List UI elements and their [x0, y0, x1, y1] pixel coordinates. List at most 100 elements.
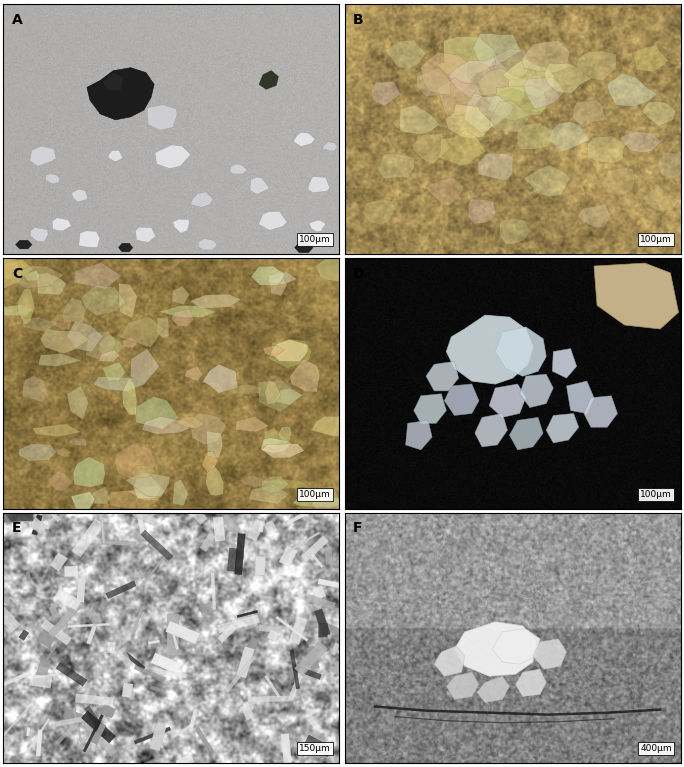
- Polygon shape: [325, 547, 333, 565]
- Polygon shape: [332, 643, 340, 653]
- Polygon shape: [54, 588, 81, 611]
- Polygon shape: [499, 219, 530, 245]
- Polygon shape: [200, 533, 215, 552]
- Polygon shape: [224, 655, 256, 693]
- Polygon shape: [657, 153, 684, 178]
- Polygon shape: [263, 428, 285, 449]
- Polygon shape: [493, 49, 529, 80]
- Polygon shape: [33, 658, 51, 686]
- Polygon shape: [412, 133, 450, 164]
- Polygon shape: [384, 40, 426, 69]
- Polygon shape: [489, 384, 526, 417]
- Polygon shape: [318, 578, 358, 591]
- Polygon shape: [261, 444, 304, 458]
- Polygon shape: [87, 611, 99, 626]
- Polygon shape: [477, 67, 531, 106]
- Polygon shape: [478, 153, 513, 180]
- Polygon shape: [520, 374, 553, 407]
- Polygon shape: [12, 265, 63, 288]
- Text: F: F: [353, 522, 363, 535]
- Polygon shape: [517, 123, 555, 150]
- Polygon shape: [156, 317, 169, 338]
- Polygon shape: [128, 486, 165, 501]
- Polygon shape: [189, 506, 207, 525]
- Polygon shape: [426, 361, 458, 391]
- Polygon shape: [38, 354, 81, 367]
- Polygon shape: [135, 227, 155, 242]
- Text: C: C: [12, 267, 22, 281]
- Polygon shape: [218, 624, 237, 643]
- Polygon shape: [295, 242, 313, 252]
- Polygon shape: [268, 271, 297, 285]
- Polygon shape: [312, 488, 340, 513]
- Polygon shape: [98, 600, 108, 609]
- Polygon shape: [134, 727, 171, 744]
- Polygon shape: [71, 189, 88, 202]
- Polygon shape: [0, 591, 16, 610]
- Polygon shape: [261, 438, 291, 453]
- Polygon shape: [311, 416, 352, 437]
- Polygon shape: [587, 137, 626, 163]
- Polygon shape: [57, 448, 71, 457]
- Polygon shape: [473, 34, 521, 67]
- Polygon shape: [437, 36, 497, 83]
- Polygon shape: [259, 380, 302, 413]
- Polygon shape: [55, 716, 83, 726]
- Polygon shape: [40, 328, 89, 354]
- Polygon shape: [16, 240, 32, 249]
- Polygon shape: [502, 58, 555, 97]
- Polygon shape: [32, 515, 42, 535]
- Polygon shape: [0, 249, 21, 288]
- Polygon shape: [27, 727, 30, 736]
- Polygon shape: [249, 485, 289, 504]
- Polygon shape: [134, 665, 166, 681]
- Polygon shape: [282, 748, 293, 763]
- Text: A: A: [12, 12, 23, 27]
- Polygon shape: [269, 340, 312, 368]
- Polygon shape: [142, 416, 196, 434]
- Polygon shape: [220, 513, 241, 535]
- Polygon shape: [99, 335, 125, 357]
- Polygon shape: [98, 350, 120, 362]
- Polygon shape: [190, 294, 241, 308]
- Text: B: B: [353, 12, 364, 27]
- Polygon shape: [312, 585, 326, 600]
- Polygon shape: [131, 466, 156, 478]
- Polygon shape: [279, 545, 298, 567]
- Polygon shape: [29, 146, 56, 166]
- Polygon shape: [122, 378, 137, 415]
- Polygon shape: [172, 286, 189, 304]
- Polygon shape: [87, 67, 154, 120]
- Polygon shape: [237, 611, 258, 617]
- Polygon shape: [211, 573, 216, 610]
- Polygon shape: [75, 693, 114, 706]
- Polygon shape: [447, 315, 533, 384]
- Polygon shape: [414, 393, 447, 423]
- Polygon shape: [77, 578, 86, 602]
- Polygon shape: [0, 259, 33, 279]
- Polygon shape: [103, 362, 126, 381]
- Polygon shape: [71, 492, 95, 515]
- Polygon shape: [79, 231, 100, 248]
- Polygon shape: [477, 676, 510, 703]
- Polygon shape: [546, 413, 579, 443]
- Polygon shape: [118, 243, 133, 252]
- Polygon shape: [64, 566, 78, 577]
- Polygon shape: [91, 723, 106, 745]
- Polygon shape: [566, 381, 594, 413]
- Polygon shape: [36, 273, 66, 295]
- Polygon shape: [74, 262, 122, 289]
- Polygon shape: [120, 317, 164, 347]
- Polygon shape: [202, 364, 238, 393]
- Polygon shape: [49, 471, 73, 491]
- Polygon shape: [263, 345, 285, 357]
- Polygon shape: [141, 530, 173, 561]
- Polygon shape: [103, 73, 124, 91]
- Polygon shape: [445, 384, 479, 416]
- Polygon shape: [49, 605, 60, 620]
- Polygon shape: [434, 646, 464, 676]
- Polygon shape: [172, 723, 194, 738]
- Polygon shape: [176, 753, 194, 767]
- Polygon shape: [73, 457, 105, 487]
- Polygon shape: [84, 706, 107, 737]
